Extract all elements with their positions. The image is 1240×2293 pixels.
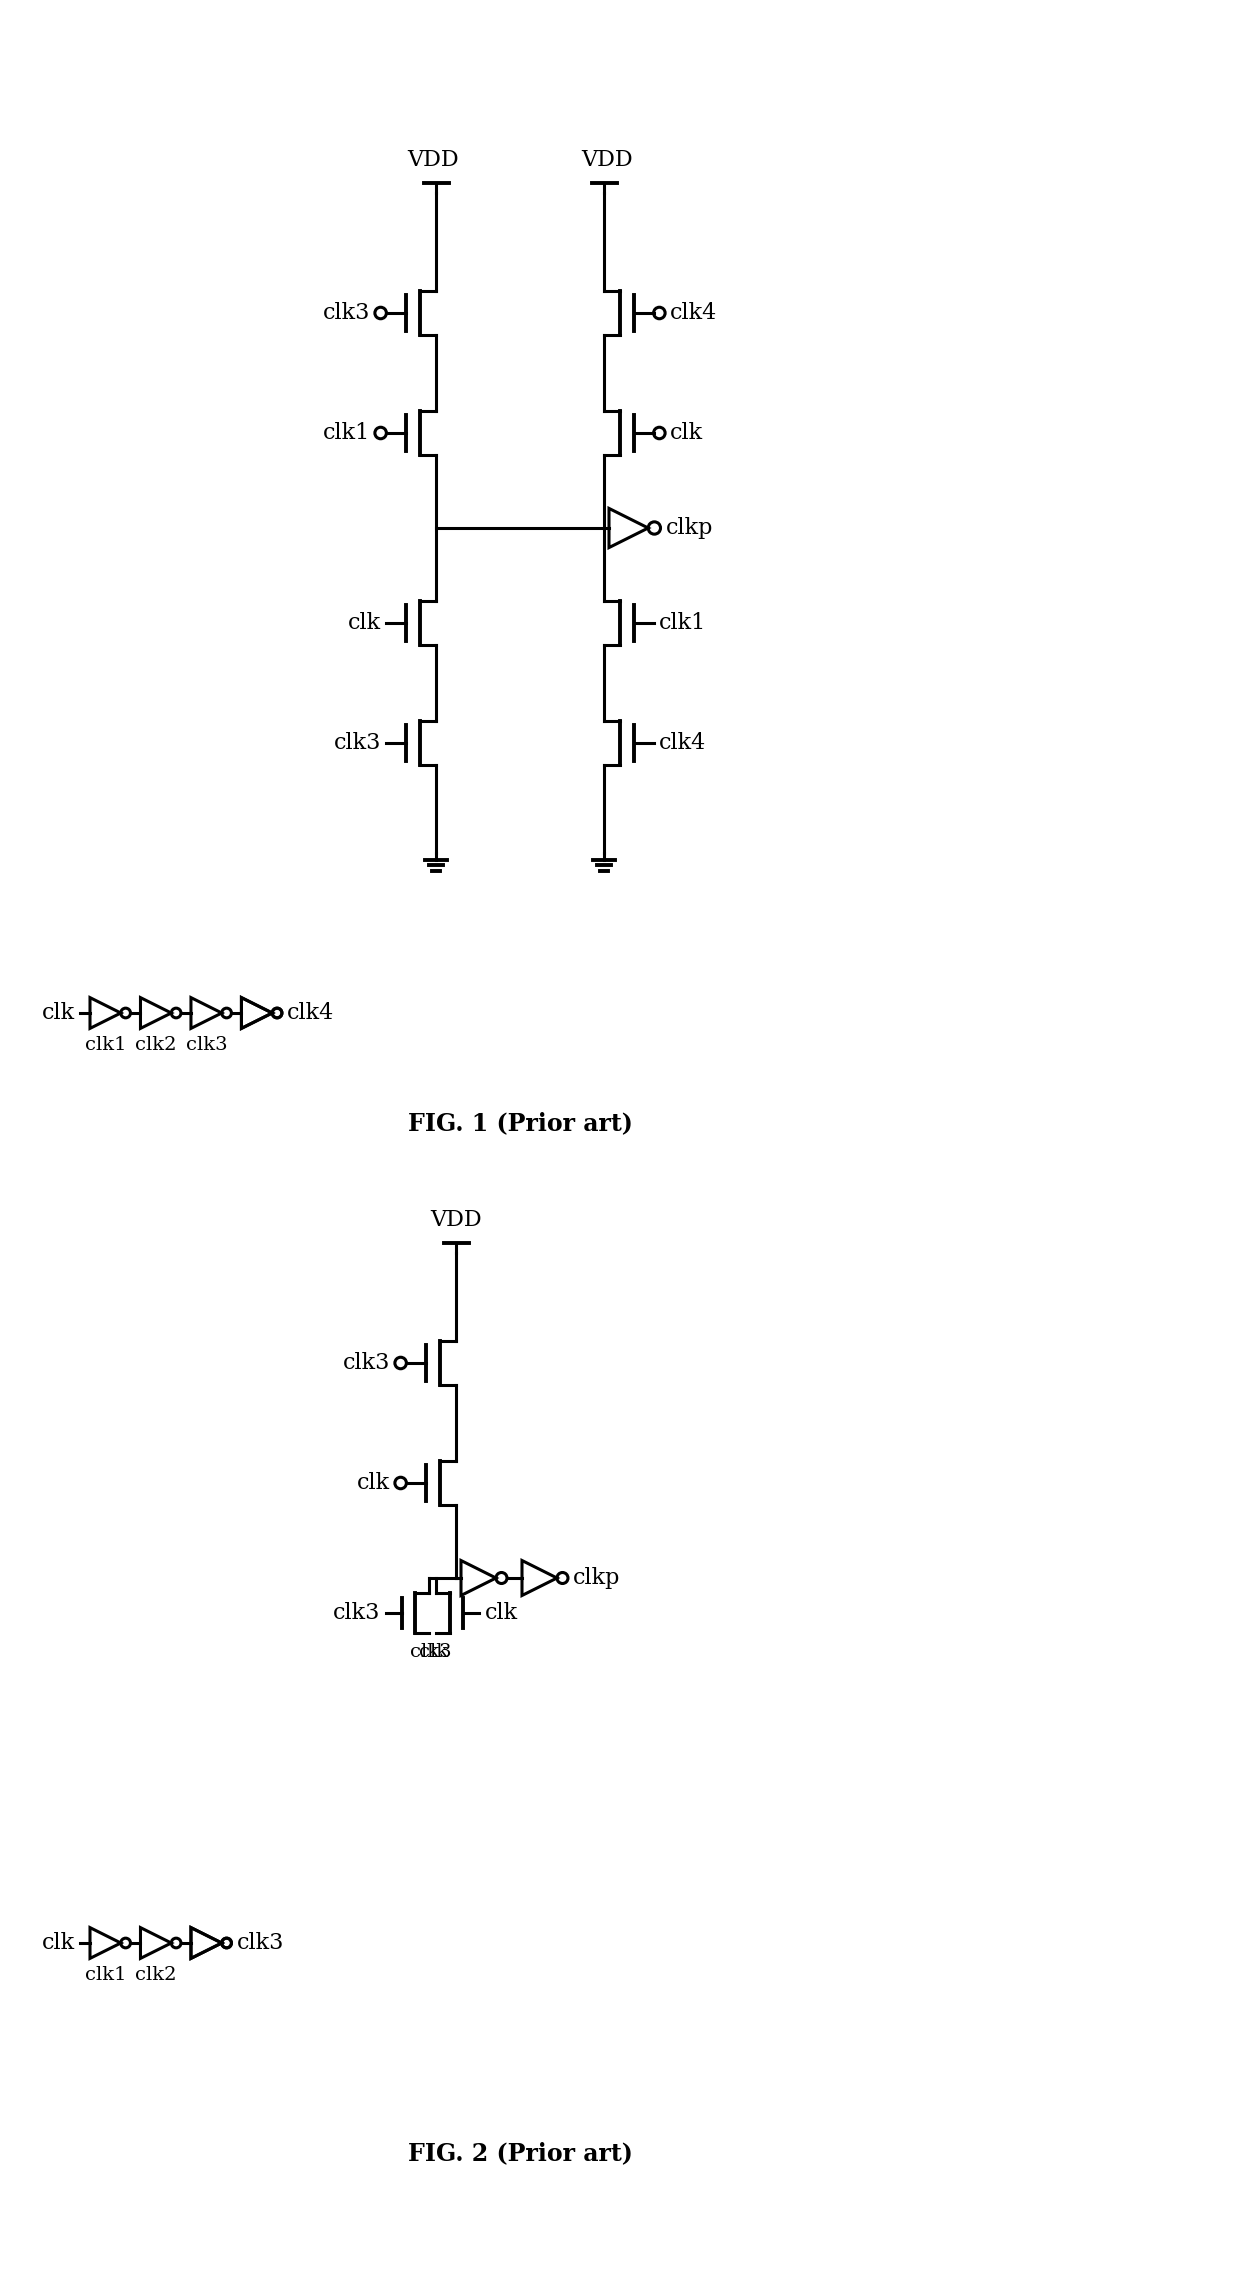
Text: clkp: clkp bbox=[666, 516, 713, 539]
Text: clk: clk bbox=[419, 1642, 449, 1660]
Text: VDD: VDD bbox=[430, 1208, 482, 1231]
Text: clk: clk bbox=[357, 1472, 389, 1495]
Text: clk: clk bbox=[670, 422, 703, 445]
Text: clk3: clk3 bbox=[334, 1603, 381, 1623]
Text: clk4: clk4 bbox=[670, 303, 718, 323]
Text: clk: clk bbox=[485, 1603, 517, 1623]
Text: clk: clk bbox=[42, 1933, 74, 1954]
Text: clk3: clk3 bbox=[322, 303, 370, 323]
Text: clk3: clk3 bbox=[186, 1036, 227, 1055]
Text: clk4: clk4 bbox=[286, 1002, 334, 1025]
Text: clk1: clk1 bbox=[84, 1967, 126, 1983]
Text: clk: clk bbox=[42, 1002, 74, 1025]
Text: clk4: clk4 bbox=[658, 731, 706, 754]
Text: clk3: clk3 bbox=[410, 1642, 451, 1660]
Text: clk3: clk3 bbox=[237, 1933, 284, 1954]
Text: clk1: clk1 bbox=[322, 422, 370, 445]
Text: clk3: clk3 bbox=[334, 731, 382, 754]
Text: clk2: clk2 bbox=[135, 1967, 176, 1983]
Text: clkp: clkp bbox=[573, 1566, 620, 1589]
Text: clk2: clk2 bbox=[135, 1036, 176, 1055]
Text: FIG. 1 (Prior art): FIG. 1 (Prior art) bbox=[408, 1112, 632, 1135]
Text: clk: clk bbox=[348, 612, 382, 633]
Text: VDD: VDD bbox=[407, 149, 459, 172]
Text: FIG. 2 (Prior art): FIG. 2 (Prior art) bbox=[408, 2142, 632, 2165]
Text: clk3: clk3 bbox=[342, 1353, 389, 1374]
Text: clk1: clk1 bbox=[658, 612, 706, 633]
Text: clk1: clk1 bbox=[84, 1036, 126, 1055]
Text: VDD: VDD bbox=[582, 149, 632, 172]
